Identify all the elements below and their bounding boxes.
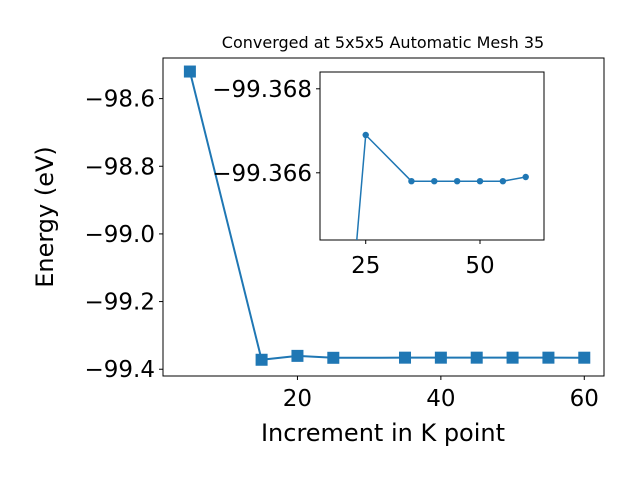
main-x-tick-label: 40 bbox=[426, 386, 455, 412]
main-y-tick-label: −99.0 bbox=[85, 222, 155, 248]
inset-y-tick-label: −99.366 bbox=[212, 161, 312, 187]
inset-plot-marks bbox=[340, 131, 529, 407]
main-y-tick-label: −99.2 bbox=[85, 290, 155, 316]
inset-data-point bbox=[522, 173, 529, 181]
inset-data-point bbox=[476, 178, 484, 185]
main-data-point bbox=[542, 351, 555, 364]
main-x-tick-label: 20 bbox=[283, 386, 312, 412]
main-data-point bbox=[255, 353, 268, 366]
main-data-point bbox=[470, 351, 483, 364]
inset-axes: 25 50 −99.368 −99.366 bbox=[212, 77, 494, 279]
inset-data-point bbox=[431, 178, 438, 185]
main-y-tick-label: −98.6 bbox=[85, 87, 155, 113]
main-y-tick-label: −99.4 bbox=[85, 357, 155, 383]
main-axes: 20 40 60 −98.6 −98.8 −99.0 −99.2 −99.4 bbox=[85, 87, 599, 412]
main-data-point bbox=[183, 65, 196, 78]
main-data-point bbox=[291, 349, 304, 362]
main-data-point bbox=[434, 351, 447, 364]
main-x-tick-label: 60 bbox=[570, 386, 599, 412]
inset-series-line bbox=[356, 133, 526, 240]
inset-y-tick-label: −99.368 bbox=[212, 77, 312, 103]
y-axis-label: Energy (eV) bbox=[31, 146, 59, 288]
main-series-line bbox=[188, 71, 585, 361]
main-plot-marks bbox=[183, 65, 591, 366]
inset-x-tick-label: 50 bbox=[465, 253, 494, 279]
inset-data-point bbox=[340, 401, 346, 407]
x-axis-label: Increment in K point bbox=[261, 419, 505, 447]
main-y-tick-label: −98.8 bbox=[85, 154, 155, 180]
inset-data-point bbox=[453, 178, 461, 185]
main-data-point bbox=[578, 351, 591, 364]
inset-data-point bbox=[499, 178, 507, 185]
inset-data-point bbox=[408, 178, 415, 185]
inset-plot-area bbox=[319, 71, 545, 241]
inset-data-point bbox=[362, 131, 369, 139]
main-data-point bbox=[327, 351, 340, 364]
main-data-point bbox=[506, 351, 519, 364]
inset-series-group bbox=[340, 131, 529, 407]
main-series-group bbox=[183, 65, 591, 366]
main-data-point bbox=[399, 351, 412, 364]
chart-title: Converged at 5x5x5 Automatic Mesh 35 bbox=[222, 33, 544, 52]
inset-x-tick-label: 25 bbox=[351, 253, 380, 279]
